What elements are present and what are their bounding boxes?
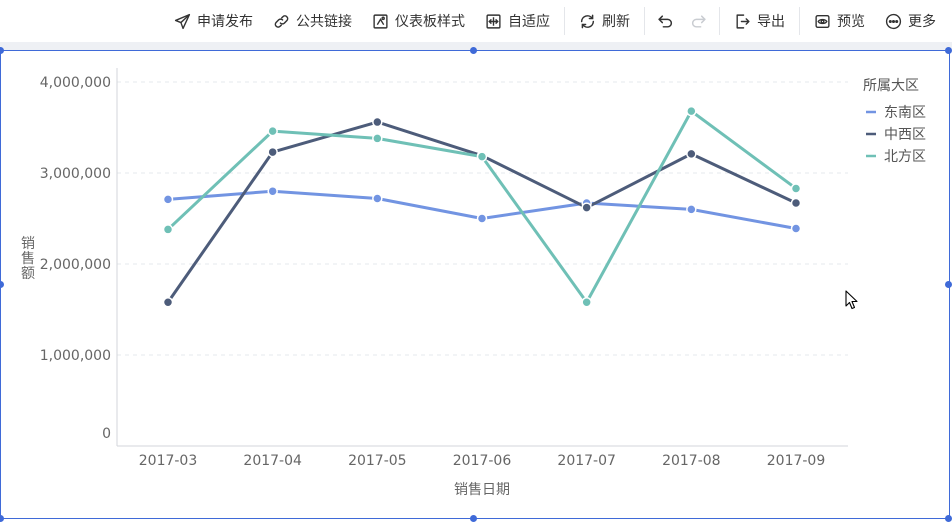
undo-button[interactable]	[649, 0, 682, 42]
resize-handle-top-center[interactable]	[470, 47, 477, 54]
legend-item-label: 中西区	[884, 127, 926, 143]
mouse-cursor-icon	[845, 290, 858, 310]
data-point	[686, 148, 697, 160]
toolbar: 申请发布 公共链接 仪表板样式 自适应 刷新 导出 预览 更多	[0, 0, 952, 42]
data-point	[267, 125, 278, 137]
resize-handle-middle-right[interactable]	[945, 281, 952, 288]
data-point	[581, 202, 592, 213]
refresh-label: 刷新	[602, 14, 630, 30]
export-label: 导出	[757, 14, 785, 30]
toolbar-divider	[564, 7, 565, 35]
public-link-label: 公共链接	[296, 14, 352, 30]
toolbar-divider	[719, 7, 720, 35]
legend-title: 所属大区	[863, 78, 919, 94]
adaptive-label: 自适应	[508, 14, 550, 30]
adaptive-button[interactable]: 自适应	[475, 0, 560, 42]
link-icon	[274, 14, 289, 28]
data-point	[372, 116, 383, 128]
data-point	[267, 146, 278, 158]
public-link-button[interactable]: 公共链接	[263, 0, 362, 42]
legend-item-label: 北方区	[884, 149, 926, 165]
y-tick-label: 4,000,000	[40, 75, 111, 91]
data-point	[162, 296, 174, 308]
data-point	[686, 105, 697, 117]
more-label: 更多	[908, 14, 936, 30]
chart-widget[interactable]	[0, 50, 950, 519]
y-tick-label: 1,000,000	[40, 348, 111, 364]
send-icon	[174, 13, 191, 29]
resize-handle-top-left[interactable]	[0, 47, 4, 54]
data-point	[476, 213, 488, 224]
y-tick-label: 0	[102, 426, 111, 442]
dashboard-style-icon	[373, 13, 388, 29]
preview-button[interactable]: 预览	[804, 0, 875, 42]
legend-item-label: 东南区	[884, 105, 926, 121]
y-tick-label: 2,000,000	[40, 257, 111, 273]
adaptive-icon	[486, 13, 501, 29]
export-icon	[736, 13, 750, 29]
x-tick-label: 2017-05	[348, 453, 407, 469]
preview-icon	[815, 14, 830, 28]
x-tick-label: 2017-07	[557, 453, 616, 469]
refresh-button[interactable]: 刷新	[569, 0, 640, 42]
preview-label: 预览	[837, 14, 865, 30]
x-tick-label: 2017-03	[139, 453, 198, 469]
redo-button[interactable]	[682, 0, 715, 42]
dashboard-style-label: 仪表板样式	[395, 14, 465, 30]
data-point	[162, 194, 174, 205]
x-tick-label: 2017-08	[662, 453, 721, 469]
more-button[interactable]: 更多	[875, 0, 946, 42]
data-point	[790, 183, 802, 194]
more-icon	[885, 13, 902, 29]
toolbar-divider	[799, 7, 800, 35]
dashboard-style-button[interactable]: 仪表板样式	[362, 0, 475, 42]
data-point	[790, 197, 802, 209]
series-line	[166, 109, 798, 304]
publish-label: 申请发布	[197, 14, 253, 30]
publish-button[interactable]: 申请发布	[164, 0, 263, 42]
resize-handle-top-right[interactable]	[945, 47, 952, 54]
x-tick-label: 2017-09	[767, 453, 826, 469]
x-axis-title: 销售日期	[454, 482, 510, 498]
data-point	[267, 185, 278, 197]
data-point	[372, 133, 383, 144]
redo-icon	[691, 14, 706, 28]
x-tick-label: 2017-06	[453, 453, 512, 469]
data-point	[790, 223, 802, 234]
resize-handle-bottom-left[interactable]	[0, 515, 4, 522]
y-tick-label: 3,000,000	[40, 166, 111, 182]
undo-icon	[658, 14, 673, 28]
data-point	[372, 193, 383, 204]
data-point	[476, 151, 488, 162]
export-button[interactable]: 导出	[724, 0, 795, 42]
data-point	[162, 224, 174, 235]
data-point	[581, 296, 592, 308]
resize-handle-bottom-right[interactable]	[945, 515, 952, 522]
resize-handle-bottom-center[interactable]	[470, 515, 477, 522]
data-point	[686, 204, 697, 215]
resize-handle-middle-left[interactable]	[0, 281, 4, 288]
canvas-gap	[0, 42, 952, 50]
toolbar-divider	[644, 7, 645, 35]
y-axis-title: 销售额	[21, 236, 35, 282]
x-tick-label: 2017-04	[243, 453, 302, 469]
refresh-icon	[580, 14, 595, 28]
